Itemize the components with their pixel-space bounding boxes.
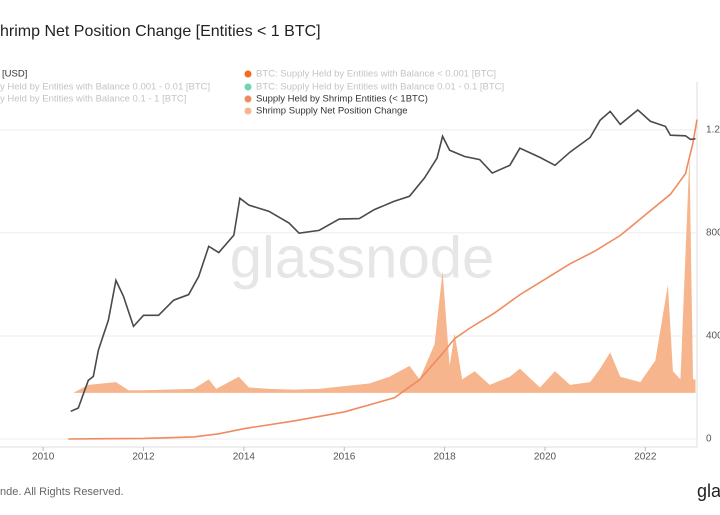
legend-label: y Held by Entities with Balance 0.001 - … <box>0 82 210 93</box>
legend-dot <box>244 95 252 103</box>
footer: nde. All Rights Reserved. <box>0 486 124 498</box>
legend-dot <box>244 107 252 115</box>
x-tick-label: 2022 <box>634 452 657 463</box>
x-tick-label: 2016 <box>333 452 356 463</box>
legend-label: BTC: Supply Held by Entities with Balanc… <box>256 82 504 93</box>
logo: gla <box>697 481 720 501</box>
legend-label: Supply Held by Shrimp Entities (< 1BTC) <box>256 94 428 105</box>
x-tick-label: 2014 <box>233 452 256 463</box>
watermark: glassnode <box>230 225 494 290</box>
x-tick-label: 2012 <box>132 452 155 463</box>
x-tick-label: 2010 <box>32 452 55 463</box>
line <box>68 119 698 440</box>
y2-tick-label: 0 <box>706 434 712 445</box>
legend-label: [USD] <box>2 69 27 80</box>
chart-title: hrimp Net Position Change [Entities < 1 … <box>0 23 321 40</box>
legend-label: Shrimp Supply Net Position Change <box>256 106 408 117</box>
x-tick-label: 2020 <box>534 452 557 463</box>
legend-label: BTC: Supply Held by Entities with Balanc… <box>256 69 496 80</box>
legend-label: y Held by Entities with Balance 0.1 - 1 … <box>0 94 186 105</box>
line <box>70 108 696 413</box>
legend-dot <box>244 70 252 78</box>
legend-dot <box>244 83 252 91</box>
x-tick-label: 2018 <box>433 452 456 463</box>
y2-tick-label: 800 <box>706 228 720 239</box>
y2-tick-label: 400 <box>706 331 720 342</box>
y2-tick-label: 1.2 <box>706 125 720 136</box>
